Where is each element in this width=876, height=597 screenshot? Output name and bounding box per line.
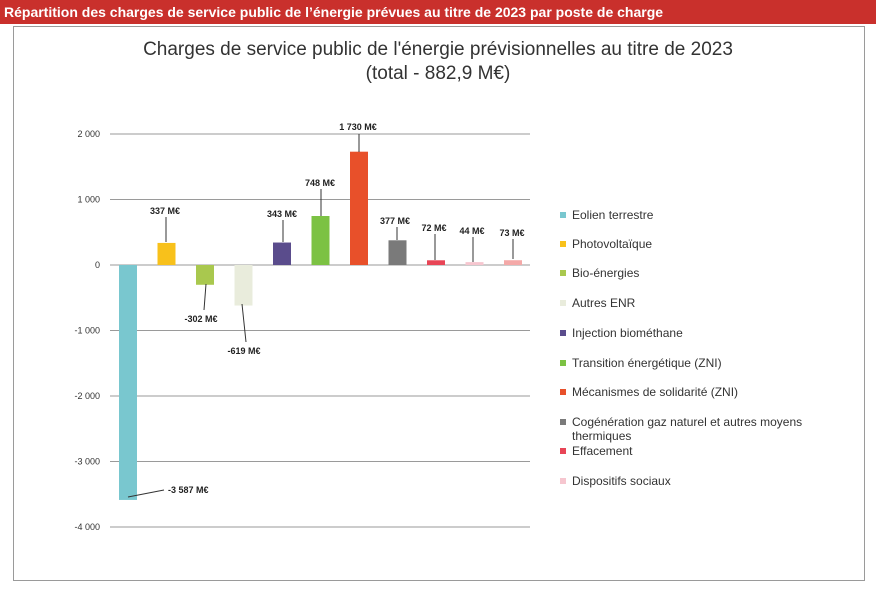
legend-swatch bbox=[560, 300, 566, 306]
data-label: 73 M€ bbox=[499, 228, 524, 238]
data-label: -619 M€ bbox=[227, 346, 260, 356]
legend-label: Injection biométhane bbox=[572, 326, 683, 340]
legend-item: Autres ENR bbox=[560, 296, 850, 310]
bar bbox=[465, 262, 484, 265]
legend-label: Photovoltaïque bbox=[572, 237, 653, 251]
legend-swatch bbox=[560, 478, 566, 484]
y-tick-label: -3 000 bbox=[74, 457, 100, 467]
bar bbox=[273, 242, 291, 265]
legend-label: Bio-énergies bbox=[572, 266, 640, 280]
legend-swatch bbox=[560, 270, 566, 276]
data-label: 72 M€ bbox=[421, 223, 446, 233]
legend-swatch bbox=[560, 448, 566, 454]
data-label: 337 M€ bbox=[150, 206, 180, 216]
legend-label: Effacement bbox=[572, 444, 633, 458]
y-tick-label: -1 000 bbox=[74, 326, 100, 336]
legend-label: Autres ENR bbox=[572, 296, 636, 310]
bar bbox=[196, 265, 214, 285]
legend-swatch bbox=[560, 241, 566, 247]
legend-item: Transition énergétique (ZNI) bbox=[560, 356, 850, 370]
data-label: 1 730 M€ bbox=[339, 122, 377, 132]
legend-label: Dispositifs sociaux bbox=[572, 474, 671, 488]
bar bbox=[119, 265, 137, 500]
data-label: 343 M€ bbox=[267, 209, 297, 219]
chart-frame bbox=[13, 26, 865, 581]
legend-item: Bio-énergies bbox=[560, 266, 850, 280]
legend-label: Mécanismes de solidarité (ZNI) bbox=[572, 385, 739, 399]
bar bbox=[388, 240, 407, 265]
data-label-leader bbox=[203, 283, 207, 311]
bar bbox=[311, 216, 330, 265]
bar bbox=[350, 151, 368, 265]
data-label-leader bbox=[127, 489, 165, 498]
legend-swatch bbox=[560, 419, 566, 425]
y-tick-label: 1 000 bbox=[77, 195, 100, 205]
data-label: 377 M€ bbox=[380, 216, 410, 226]
y-tick-label: 2 000 bbox=[77, 129, 100, 139]
bar bbox=[157, 242, 176, 265]
banner-title: Répartition des charges de service publi… bbox=[0, 0, 876, 24]
legend-item: Eolien terrestre bbox=[560, 208, 850, 222]
legend-item: Injection biométhane bbox=[560, 326, 850, 340]
data-label: -3 587 M€ bbox=[168, 485, 209, 495]
legend-swatch bbox=[560, 360, 566, 366]
data-label: 748 M€ bbox=[305, 178, 335, 188]
bar bbox=[504, 260, 522, 265]
data-label-leader bbox=[241, 303, 247, 343]
chart-subtitle: (total - 882,9 M€) bbox=[365, 63, 511, 84]
chart-title: Charges de service public de l'énergie p… bbox=[143, 39, 733, 60]
bar bbox=[427, 260, 445, 265]
legend-item: Photovoltaïque bbox=[560, 237, 850, 251]
y-tick-label: -4 000 bbox=[74, 522, 100, 532]
legend-swatch bbox=[560, 389, 566, 395]
bar bbox=[234, 265, 253, 306]
y-tick-label: 0 bbox=[95, 260, 100, 270]
legend-item: Mécanismes de solidarité (ZNI) bbox=[560, 385, 850, 399]
legend-item: Cogénération gaz naturel et autres moyen… bbox=[560, 415, 850, 443]
legend-swatch bbox=[560, 330, 566, 336]
legend-swatch bbox=[560, 212, 566, 218]
data-label: -302 M€ bbox=[184, 314, 217, 324]
legend-label: Cogénération gaz naturel et autres moyen… bbox=[572, 415, 803, 443]
legend-item: Effacement bbox=[560, 444, 850, 458]
legend-label: Transition énergétique (ZNI) bbox=[572, 356, 722, 370]
data-label: 44 M€ bbox=[459, 226, 484, 236]
legend-item: Dispositifs sociaux bbox=[560, 474, 850, 488]
legend-label: Eolien terrestre bbox=[572, 208, 654, 222]
y-tick-label: -2 000 bbox=[74, 391, 100, 401]
